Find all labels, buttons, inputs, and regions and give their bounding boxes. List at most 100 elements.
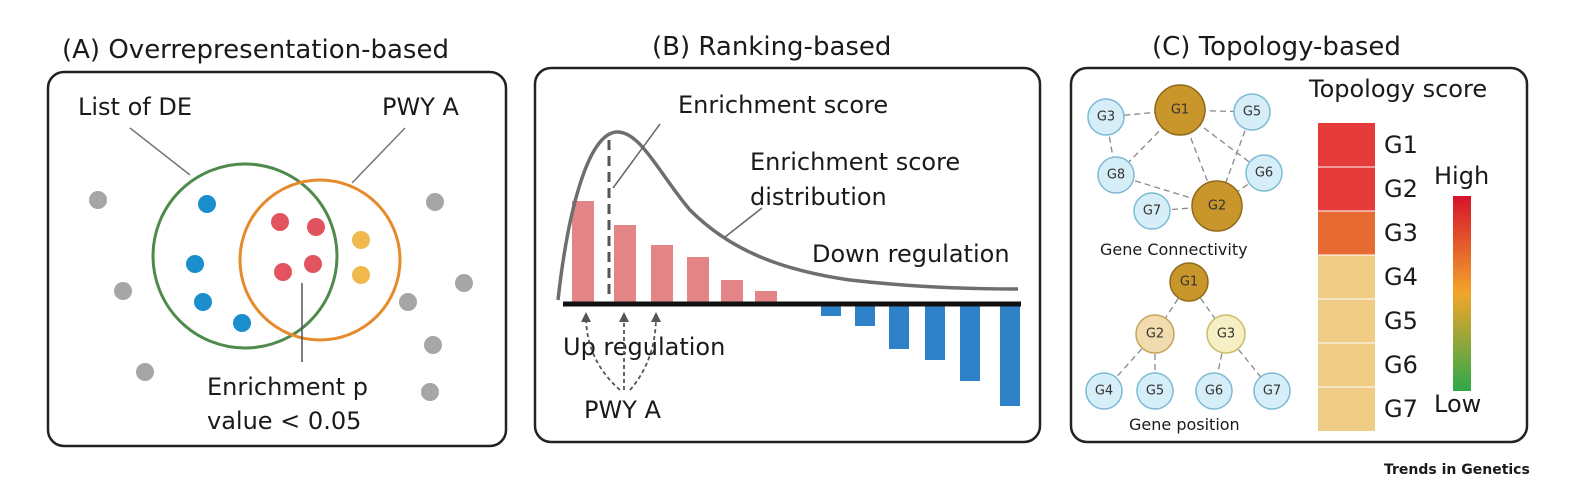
enrichment-score-label: Enrichment score	[678, 91, 888, 119]
blue-bar	[1000, 306, 1020, 406]
score-label-g2: G2	[1384, 175, 1418, 203]
score-label-g7: G7	[1384, 395, 1418, 423]
pos-node-g2	[1135, 314, 1175, 354]
blue-bar	[821, 306, 841, 316]
up-regulated-bars	[572, 201, 777, 303]
gray-dot	[421, 383, 439, 401]
node-g3-label: G3	[1097, 110, 1115, 125]
pink-bar	[614, 225, 636, 303]
node-g1	[1154, 84, 1206, 136]
enrichment-line-1: Enrichment p	[207, 373, 368, 401]
list-pointer-line	[129, 127, 191, 176]
node-g1-label: G1	[1171, 103, 1189, 118]
yellow-dot	[352, 266, 370, 284]
blue-dot	[194, 293, 212, 311]
blue-bar	[960, 306, 980, 381]
pathway-only-dots	[352, 231, 370, 284]
scale-low-label: Low	[1434, 390, 1481, 418]
pos-node-g1	[1169, 262, 1209, 302]
down-regulated-bars	[821, 306, 1020, 406]
pink-bar	[651, 245, 673, 303]
node-g8	[1097, 156, 1135, 194]
pos-node-g3-label: G3	[1217, 327, 1235, 342]
pos-node-g7	[1253, 372, 1291, 410]
node-g5-label: G5	[1243, 105, 1261, 120]
score-cell-g1	[1318, 123, 1375, 167]
gene-connectivity-label: Gene Connectivity	[1100, 240, 1248, 259]
panel-a-title: (A) Overrepresentation-based	[62, 35, 449, 65]
gene-position-label: Gene position	[1129, 415, 1240, 434]
red-dot	[271, 213, 289, 231]
pos-node-g4-label: G4	[1095, 384, 1113, 399]
panel-b-title: (B) Ranking-based	[652, 32, 891, 62]
pos-node-g5-label: G5	[1146, 384, 1164, 399]
blue-dot	[233, 314, 251, 332]
blue-bar	[855, 306, 875, 326]
enrichment-line-2: value < 0.05	[207, 407, 361, 435]
connectivity-graph: G3 G1 G5 G8 G6 G7 G2	[1087, 84, 1283, 232]
pos-node-g2-label: G2	[1146, 327, 1164, 342]
enrichment-pointer-line	[612, 123, 661, 189]
node-g6	[1245, 154, 1283, 192]
pink-bar	[721, 280, 743, 303]
pos-node-g7-label: G7	[1263, 384, 1281, 399]
pathway-circle	[238, 178, 402, 342]
arrow-1	[581, 312, 621, 391]
topology-score-title: Topology score	[1308, 75, 1487, 103]
score-label-g5: G5	[1384, 307, 1418, 335]
de-only-dots	[186, 195, 251, 332]
scale-high-label: High	[1434, 162, 1489, 190]
panel-c-frame	[1069, 66, 1529, 444]
list-of-de-label: List of DE	[78, 93, 192, 121]
pink-bar	[755, 291, 777, 303]
pwy-a-label: PWY A	[382, 93, 459, 121]
node-g8-label: G8	[1107, 168, 1125, 183]
pink-bar	[572, 201, 594, 303]
pos-node-g4	[1085, 372, 1123, 410]
score-cell-g4	[1318, 255, 1375, 299]
pwy-a-label-b: PWY A	[584, 396, 661, 424]
red-dot	[307, 218, 325, 236]
score-cell-g6	[1318, 343, 1375, 387]
panel-a: (A) Overrepresentation-based List of DE …	[46, 35, 508, 448]
arrow-3	[629, 312, 661, 391]
node-g2	[1191, 180, 1243, 232]
position-tree: G1 G2 G3 G4 G5 G6 G7	[1085, 262, 1291, 410]
gray-dot	[455, 274, 473, 292]
score-column: G1 G2 G3 G4 G5 G6 G7	[1318, 123, 1418, 431]
gray-dot	[426, 193, 444, 211]
pos-node-g6	[1195, 372, 1233, 410]
score-label-g1: G1	[1384, 131, 1418, 159]
gray-dot	[399, 293, 417, 311]
yellow-dot	[352, 231, 370, 249]
blue-dot	[198, 195, 216, 213]
node-g7	[1133, 192, 1171, 230]
score-cell-g3	[1318, 211, 1375, 255]
red-dot	[304, 255, 322, 273]
pos-node-g1-label: G1	[1180, 275, 1198, 290]
score-cell-g5	[1318, 299, 1375, 343]
panel-b: (B) Ranking-based Enrichment score Enric…	[533, 32, 1042, 444]
score-cell-g7	[1318, 387, 1375, 431]
score-gradient-bar	[1453, 196, 1471, 391]
score-label-g4: G4	[1384, 263, 1418, 291]
score-label-g6: G6	[1384, 351, 1418, 379]
pos-node-g6-label: G6	[1205, 384, 1223, 399]
score-cell-g2	[1318, 167, 1375, 211]
node-g7-label: G7	[1143, 204, 1161, 219]
node-g6-label: G6	[1255, 166, 1273, 181]
pos-node-g5	[1136, 372, 1174, 410]
down-regulation-label: Down regulation	[812, 240, 1010, 268]
pwy-pointer-line	[351, 127, 406, 184]
gray-dot	[136, 363, 154, 381]
up-regulation-label: Up regulation	[563, 333, 725, 361]
node-g2-label: G2	[1208, 199, 1226, 214]
node-g5	[1233, 93, 1271, 131]
gray-dot	[89, 191, 107, 209]
pathway-arrows	[581, 312, 661, 391]
enrichment-score-curve	[556, 130, 1019, 301]
panel-c-title: (C) Topology-based	[1152, 32, 1401, 62]
gray-dot	[424, 336, 442, 354]
panel-b-frame	[533, 66, 1042, 444]
score-label-g3: G3	[1384, 219, 1418, 247]
